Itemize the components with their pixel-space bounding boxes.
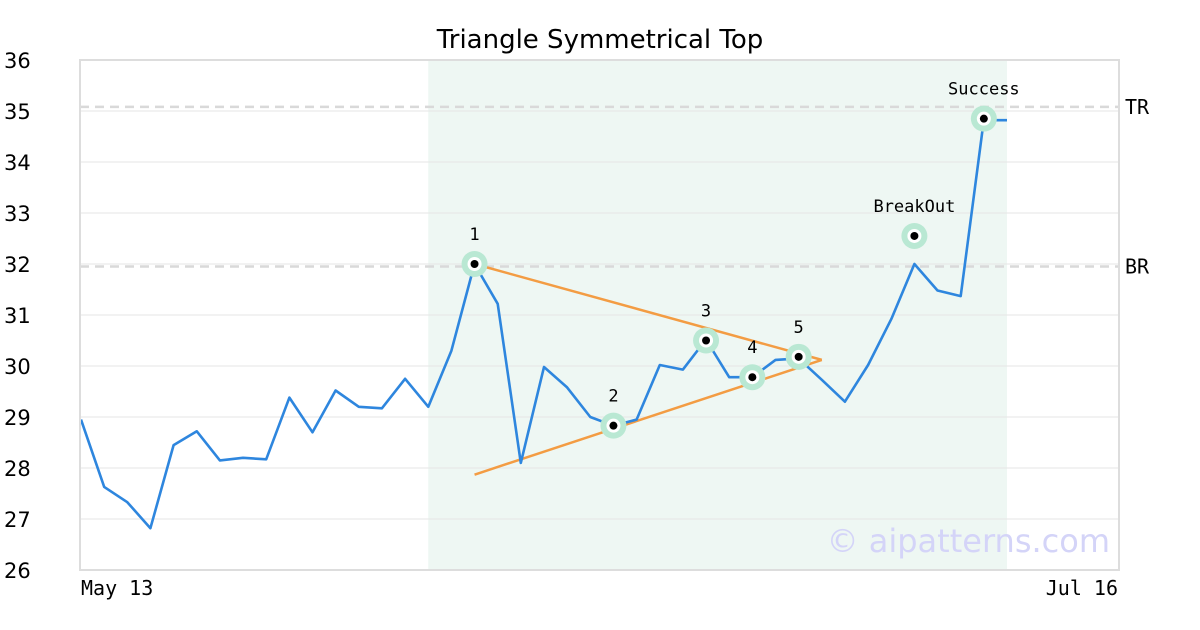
data-point — [519, 461, 523, 465]
data-point — [959, 294, 963, 298]
data-point — [496, 302, 500, 306]
level-lines: TR BR — [80, 95, 1150, 279]
data-point — [542, 365, 546, 369]
data-point — [102, 485, 106, 489]
data-point — [380, 406, 384, 410]
x-axis-ticks: May 13 Jul 16 — [81, 576, 1118, 600]
plot-border — [79, 59, 1120, 571]
data-point — [843, 400, 847, 404]
data-point — [172, 443, 176, 447]
y-tick-label: 32 — [4, 253, 31, 277]
data-point — [449, 349, 453, 353]
y-tick-label: 27 — [4, 508, 31, 532]
data-point — [866, 363, 870, 367]
marker-label: 1 — [469, 225, 479, 245]
data-point — [1005, 118, 1009, 122]
marker-dot — [794, 352, 803, 361]
y-tick-label: 30 — [4, 355, 31, 379]
data-point — [195, 429, 199, 433]
data-point — [727, 375, 731, 379]
y-tick-label: 26 — [4, 559, 31, 583]
data-point — [936, 289, 940, 293]
data-point — [912, 262, 916, 266]
data-point — [588, 415, 592, 419]
data-point — [403, 377, 407, 381]
watermark: © aipatterns.com — [827, 522, 1110, 560]
x-tick-label: Jul 16 — [1046, 576, 1118, 600]
marker-label: 3 — [701, 302, 711, 322]
data-point — [311, 430, 315, 434]
level-label: TR — [1125, 95, 1150, 119]
pattern-markers: 1 2 3 4 5 BreakOut Success — [461, 80, 1020, 439]
data-point — [820, 378, 824, 382]
data-point — [681, 368, 685, 372]
y-tick-label: 35 — [4, 100, 31, 124]
y-tick-label: 36 — [4, 49, 31, 73]
y-tick-label: 31 — [4, 304, 31, 328]
price-series — [79, 118, 1009, 530]
data-point — [264, 457, 268, 461]
data-point — [426, 405, 430, 409]
series-line — [79, 118, 1007, 530]
y-tick-label: 28 — [4, 457, 31, 481]
marker-dot — [609, 421, 618, 430]
marker-label: 4 — [747, 338, 757, 358]
data-point — [889, 317, 893, 321]
data-point — [241, 456, 245, 460]
y-tick-label: 34 — [4, 151, 31, 175]
x-tick-label: May 13 — [81, 576, 153, 600]
data-point — [774, 358, 778, 362]
data-point — [148, 526, 152, 530]
data-point — [565, 385, 569, 389]
marker-label: 2 — [608, 387, 618, 407]
marker-dot — [910, 231, 919, 240]
level-label: BR — [1125, 255, 1150, 279]
marker-dot — [979, 114, 988, 123]
marker-dot — [702, 336, 711, 345]
marker-label: 5 — [794, 318, 804, 338]
data-point — [218, 458, 222, 462]
data-point — [635, 418, 639, 422]
marker-dot — [470, 260, 479, 268]
data-point — [287, 396, 291, 400]
y-tick-label: 29 — [4, 406, 31, 430]
y-axis-ticks: 26 27 28 29 30 31 32 33 34 35 36 — [4, 49, 31, 583]
chart-title: Triangle Symmetrical Top — [436, 25, 764, 55]
data-point — [334, 388, 338, 392]
data-point — [658, 363, 662, 367]
marker-label: BreakOut — [873, 197, 955, 217]
marker-dot — [748, 373, 757, 382]
data-point — [357, 405, 361, 409]
marker-label: Success — [948, 80, 1020, 100]
trendline — [474, 262, 823, 362]
y-tick-label: 33 — [4, 202, 31, 226]
plot-frame — [79, 59, 1120, 571]
data-point — [125, 500, 129, 504]
